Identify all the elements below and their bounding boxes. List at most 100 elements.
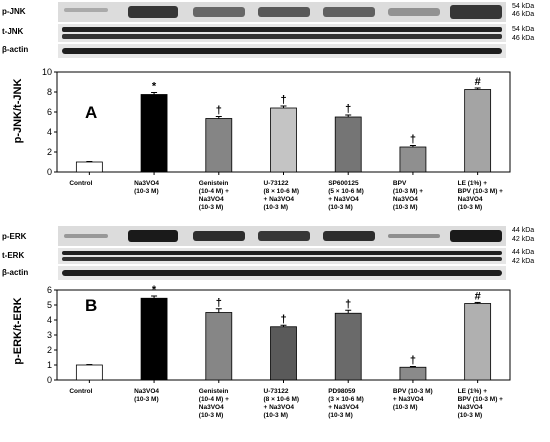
blot-label-terk: t-ERK [2,251,25,260]
category-label: Genistein [199,388,229,395]
y-tick-label: 8 [47,87,52,97]
bar [399,366,427,381]
marker-44-terk: 44 kDa [512,249,535,256]
blot-label-tjnk: t-JNK [2,27,24,36]
marker-46-top: 46 kDa [512,11,535,18]
blot-bands-actin-top [58,44,506,58]
marker-46-tjnk: 46 kDa [512,35,535,42]
blot-strip-terk [58,248,506,264]
y-tick-label: 2 [47,147,52,157]
blot-label-actin-bottom: β-actin [2,268,29,277]
category-label: PD98059 [328,388,355,395]
blot-label-pjnk: p-JNK [2,7,26,16]
category-label: Genistein [199,180,229,187]
bar [464,89,492,173]
bar [270,326,297,381]
blot-strip-actin-bottom [58,266,506,280]
marker-44-perk: 44 kDa [512,227,535,234]
category-label: U-73122 [264,388,289,395]
category-label: + Na3VO4 [393,396,424,403]
category-label: (8 × 10-6 M) [264,396,300,403]
y-tick-label: 2 [47,345,52,355]
y-tick-label: 4 [47,315,52,325]
bar [75,364,103,381]
category-label: (10-3 M) [264,412,289,419]
significance-mark: † [410,134,416,146]
category-label: SP600125 [328,180,359,187]
category-label: Na3VO4 [199,196,224,203]
bar [205,118,233,173]
bar [270,107,297,173]
category-label: Na3VO4 [458,196,483,203]
panel-letter-b: B [85,296,98,315]
category-label: (10-3 M) [328,204,353,211]
bar [399,146,427,173]
category-label: (10-4 M) + [199,188,229,195]
category-label: (3 × 10-6 M) [328,396,364,403]
significance-mark: * [152,284,157,296]
category-label: Na3VO4 [134,388,159,395]
blot-bands-terk [58,248,506,264]
category-label: (10-3 M) [199,204,224,211]
y-tick-label: 6 [47,285,52,295]
significance-mark: * [152,81,157,93]
significance-mark: † [345,298,351,310]
blot-label-perk: p-ERK [2,232,27,241]
category-label: (5 × 10-6 M) [328,188,364,195]
category-label: Control [69,388,92,395]
category-label: (10-4 M) + [199,396,229,403]
category-label: BPV (10-3 M) + [458,188,504,195]
blot-bands-tjnk [58,24,506,42]
blot-label-actin-top: β-actin [2,45,29,54]
category-label: (10-3 M) [199,412,224,419]
category-label: (10-3 M) [458,412,483,419]
category-label: Na3VO4 [458,404,483,411]
y-tick-label: 10 [42,67,52,77]
y-tick-label: 6 [47,107,52,117]
bar [334,312,362,381]
category-label: + Na3VO4 [328,196,359,203]
marker-42-perk: 42 kDa [512,236,535,243]
category-label: BPV (10-3 M) + [458,396,504,403]
category-label: U-73122 [264,180,289,187]
category-label: (10-3 M) [264,204,289,211]
y-tick-label: 1 [47,360,52,370]
category-label: (10-3 M) [393,404,418,411]
y-tick-label: 0 [47,167,52,177]
category-label: Na3VO4 [199,404,224,411]
bar [464,303,492,381]
blot-strip-perk [58,226,506,246]
category-label: LE (1%) + [458,180,488,187]
significance-mark: † [410,355,416,367]
category-label: (10-3 M) [458,204,483,211]
y-tick-label: 0 [47,375,52,385]
bar [205,312,233,381]
bar [334,116,362,173]
category-label: LE (1%) + [458,388,488,395]
category-label: + Na3VO4 [328,404,359,411]
category-label: (10-3 M) [134,396,159,403]
bar [140,94,168,173]
category-label: Control [69,180,92,187]
category-label: (10-3 M) [328,412,353,419]
y-tick-label: 3 [47,330,52,340]
category-label: Na3VO4 [134,180,159,187]
y-tick-label: 4 [47,127,52,137]
bar [75,161,103,173]
significance-mark: # [475,290,481,302]
category-label: BPV (10-3 M) [393,388,433,395]
significance-mark: † [345,103,351,115]
category-label: (10-3 M) [134,188,159,195]
bar [140,297,168,381]
significance-mark: † [280,313,286,325]
significance-mark: † [216,297,222,309]
category-label: + Na3VO4 [264,404,295,411]
category-label: Na3VO4 [393,196,418,203]
y-tick-label: 5 [47,300,52,310]
blot-strip-tjnk [58,24,506,42]
panel-letter-a: A [85,103,98,122]
category-label: (8 × 10-6 M) [264,188,300,195]
marker-54-top: 54 kDa [512,3,535,10]
